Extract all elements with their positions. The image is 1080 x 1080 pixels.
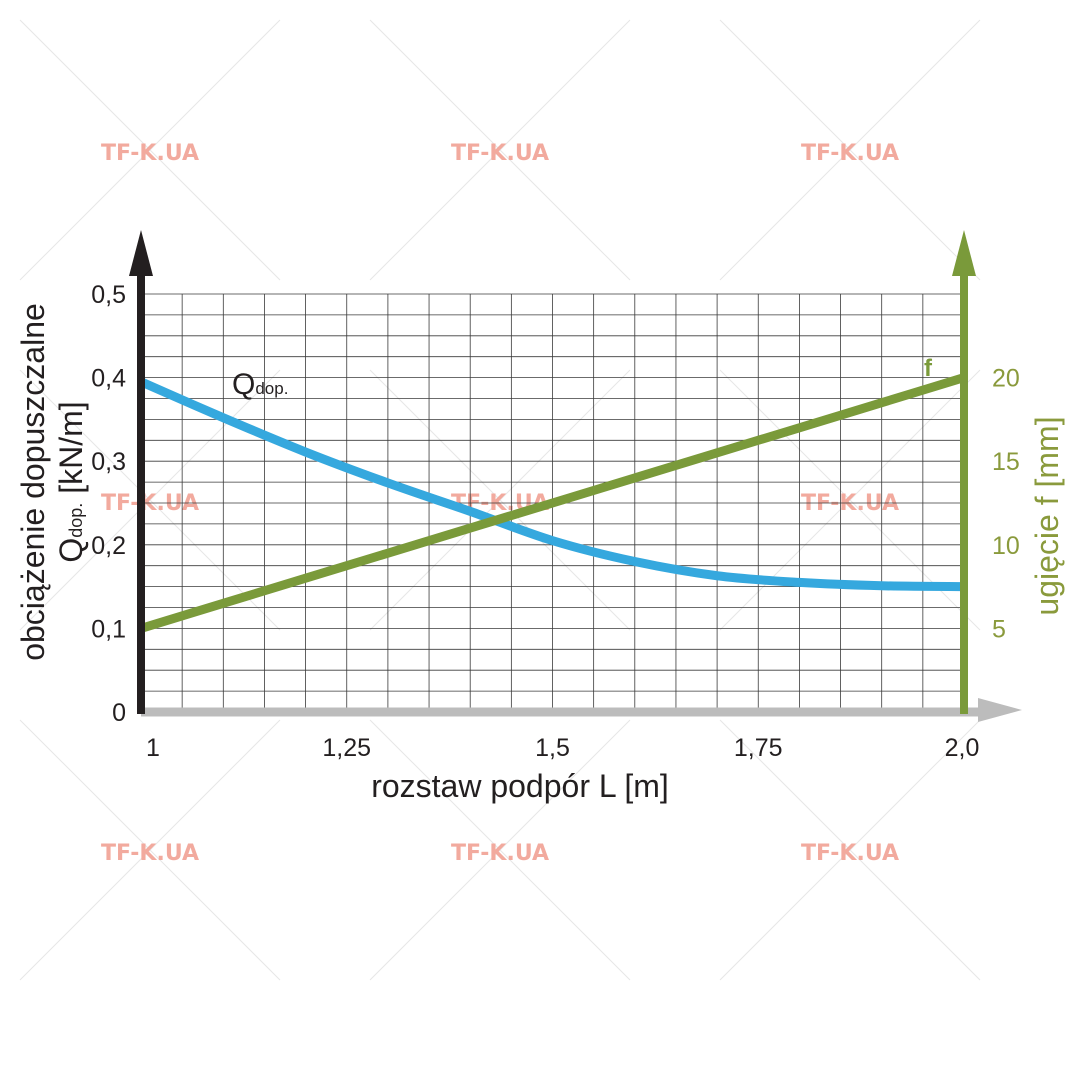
- x-axis-arrow: [978, 698, 1022, 722]
- x-tick-label: 1,75: [734, 734, 783, 762]
- y-tick-label-left: 0,2: [91, 532, 126, 560]
- series-line-f: [139, 373, 966, 633]
- series-label-q-main: Q: [232, 368, 255, 401]
- x-tick-label: 2,0: [945, 734, 980, 762]
- watermark-text: TF-K.UA: [451, 141, 549, 166]
- watermark-diagonal: [19, 19, 281, 281]
- y-tick-label-right: 5: [992, 615, 1006, 643]
- series-label-q: Qdop.: [232, 368, 288, 401]
- series-layer: [139, 373, 966, 633]
- watermark-text: TF-K.UA: [101, 141, 199, 166]
- watermark-diagonals: [19, 19, 981, 981]
- series-line-q: [139, 377, 965, 592]
- watermark-text: TF-K.UA: [451, 841, 549, 866]
- y-tick-label-right: 20: [992, 365, 1020, 393]
- y-tick-label-right: 15: [992, 448, 1020, 476]
- watermark-text: TF-K.UA: [101, 841, 199, 866]
- y-tick-label-left: 0: [112, 699, 126, 727]
- x-axis-title: rozstaw podpór L [m]: [371, 768, 669, 804]
- grid: [140, 293, 965, 713]
- axes: [129, 230, 1022, 722]
- watermark-text: TF-K.UA: [101, 491, 199, 516]
- watermark-text: TF-K.UA: [801, 491, 899, 516]
- y-tick-label-right: 10: [992, 532, 1020, 560]
- watermark-diagonal: [719, 19, 981, 281]
- y-axis-left-title-q: Q: [53, 538, 89, 563]
- watermark-diagonal: [719, 719, 981, 981]
- watermark-diagonal: [369, 719, 631, 981]
- y-axis-left-title-line2: Qdop. [kN/m]: [53, 401, 89, 562]
- y-tick-label-left: 0,3: [91, 448, 126, 476]
- y-tick-label-left: 0,5: [91, 281, 126, 309]
- watermark-diagonal: [369, 19, 631, 281]
- y-axis-right-title: ugięcie f [mm]: [1029, 416, 1065, 615]
- x-tick-label: 1,25: [322, 734, 371, 762]
- y-axis-left-title-sub: dop.: [66, 503, 86, 538]
- y-axis-left-title-line1: obciążenie dopuszczalne: [15, 303, 51, 661]
- watermark-diagonal: [19, 719, 281, 981]
- x-tick-label: 1,5: [535, 734, 570, 762]
- series-label-f: f: [924, 355, 933, 382]
- watermark-diagonal: [19, 369, 281, 631]
- x-tick-label: 1: [146, 734, 160, 762]
- y-axis-right-arrow: [952, 230, 976, 276]
- y-axis-left-arrow: [129, 230, 153, 276]
- watermark-text: TF-K.UA: [801, 141, 899, 166]
- series-label-q-sub: dop.: [255, 379, 288, 398]
- y-tick-label-left: 0,4: [91, 365, 126, 393]
- y-axis-left-title-unit: [kN/m]: [53, 401, 89, 502]
- watermark-layer: TF-K.UA TF-K.UA TF-K.UA TF-K.UA TF-K.UA TF-K.…: [101, 141, 899, 866]
- y-tick-label-left: 0,1: [91, 615, 126, 643]
- tick-labels: 0 0,1 0,2 0,3 0,4 0,5 5 10 15 20 1 1,25 1,5 1,75 2,0: [91, 281, 1020, 762]
- watermark-text: TF-K.UA: [801, 841, 899, 866]
